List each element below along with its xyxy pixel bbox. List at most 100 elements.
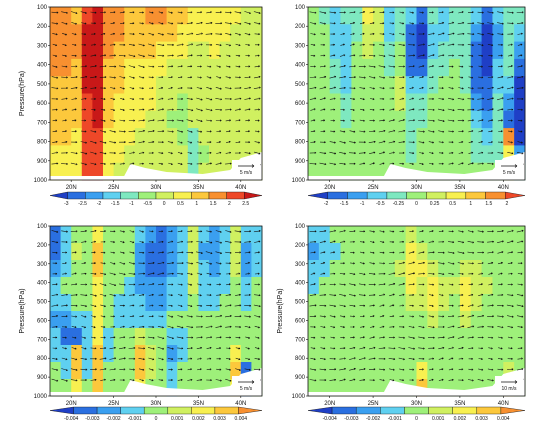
heatmap-cell — [362, 76, 374, 94]
heatmap-cell — [124, 277, 136, 295]
wind-arrow — [437, 119, 445, 122]
heatmap-cell — [416, 41, 428, 60]
heatmap-cell — [416, 362, 428, 380]
wind-arrow — [329, 65, 336, 68]
wind-arrow — [478, 76, 484, 79]
heatmap-cell — [124, 294, 136, 312]
wind-arrow — [148, 65, 155, 68]
wind-arrow — [119, 151, 126, 154]
x-tick-label: 30N — [411, 401, 422, 407]
y-tick-label: 900 — [295, 375, 306, 381]
wind-arrow — [138, 108, 145, 111]
heatmap-cell — [145, 145, 157, 164]
wind-arrow — [244, 33, 251, 36]
heatmap-cell — [240, 362, 252, 380]
wind-arrow — [368, 293, 376, 297]
heatmap-cell — [308, 345, 320, 363]
heatmap-cell — [113, 110, 125, 129]
wind-arrow — [379, 241, 385, 244]
heatmap-cell — [481, 24, 493, 42]
wind-arrow — [467, 262, 474, 265]
heatmap-cell — [340, 58, 352, 77]
wind-arrow — [507, 283, 513, 286]
heatmap-cell — [383, 294, 396, 312]
heatmap-cell — [50, 7, 61, 25]
wind-arrow — [91, 32, 96, 36]
wind-arrow — [157, 130, 165, 133]
wind-arrow — [109, 230, 116, 233]
wind-arrow — [254, 119, 260, 122]
wind-arrow — [62, 336, 67, 339]
wind-arrow — [71, 141, 78, 144]
wind-arrow — [329, 294, 337, 297]
colorbar-label: 0.5 — [177, 201, 184, 207]
wind-arrow — [196, 162, 203, 165]
wind-arrow — [158, 368, 164, 371]
heatmap-cell — [383, 345, 396, 363]
heatmap-cell — [329, 345, 341, 363]
heatmap-cell — [166, 58, 178, 77]
heatmap-cell — [492, 24, 504, 42]
wind-arrow — [254, 262, 260, 265]
wind-arrow — [226, 65, 231, 68]
heatmap-cell — [362, 294, 374, 312]
wind-arrow — [206, 54, 212, 57]
colorbar: -2 -1.5 -1 -0.5 -0.25 0 0.25 0.5 1 1.5 2 — [307, 191, 526, 207]
heatmap-cell — [113, 294, 125, 312]
wind-arrow — [80, 65, 87, 68]
wind-arrow — [225, 76, 231, 79]
heatmap-cell — [134, 226, 146, 244]
wind-arrow — [516, 240, 524, 243]
wind-arrow — [506, 22, 514, 25]
wind-arrow — [100, 315, 106, 318]
wind-arrow — [339, 22, 346, 25]
wind-arrow — [388, 282, 396, 286]
wind-arrow — [409, 368, 415, 371]
wind-arrow — [205, 32, 213, 35]
ref-vector-arrow — [238, 380, 255, 384]
wind-arrow — [138, 358, 145, 361]
wind-arrow — [329, 162, 337, 166]
heatmap-cell — [514, 226, 526, 244]
wind-arrow — [358, 76, 366, 79]
heatmap-cell — [145, 110, 157, 129]
wind-arrow — [477, 162, 484, 165]
wind-arrow — [90, 22, 96, 25]
ref-vector-box — [232, 376, 260, 393]
heatmap-cell — [329, 145, 341, 164]
wind-arrow — [138, 262, 145, 265]
wind-arrow — [310, 357, 316, 361]
heatmap-cell — [103, 328, 114, 346]
wind-arrow — [187, 87, 193, 90]
heatmap-cell — [492, 145, 504, 164]
heatmap-cell — [240, 294, 252, 312]
wind-arrow — [158, 76, 164, 79]
wind-arrow — [399, 11, 405, 14]
heatmap-cell — [166, 41, 178, 60]
wind-arrow — [389, 368, 395, 371]
wind-arrow — [109, 65, 117, 68]
wind-arrow — [167, 43, 174, 46]
wind-arrow — [254, 325, 260, 329]
wind-arrow — [309, 379, 317, 382]
heatmap-cell — [308, 362, 320, 380]
heatmap-cell — [134, 260, 146, 278]
wind-arrow — [507, 75, 514, 79]
wind-arrow — [516, 86, 524, 89]
colorbar-label: 1.5 — [485, 201, 492, 207]
heatmap-cell — [177, 379, 189, 397]
x-tick-label: 40N — [498, 185, 509, 191]
heatmap-cell — [514, 58, 526, 77]
heatmap-cell — [103, 7, 114, 25]
wind-arrow — [458, 141, 464, 144]
heatmap-cell — [449, 328, 461, 346]
heatmap-cell — [209, 379, 220, 397]
wind-arrow — [379, 76, 386, 79]
wind-arrow — [309, 230, 317, 233]
heatmap-cell — [481, 294, 493, 312]
wind-arrow — [167, 119, 174, 122]
wind-arrow — [428, 108, 435, 111]
wind-arrow — [254, 33, 260, 36]
heatmap-cell — [514, 328, 526, 346]
